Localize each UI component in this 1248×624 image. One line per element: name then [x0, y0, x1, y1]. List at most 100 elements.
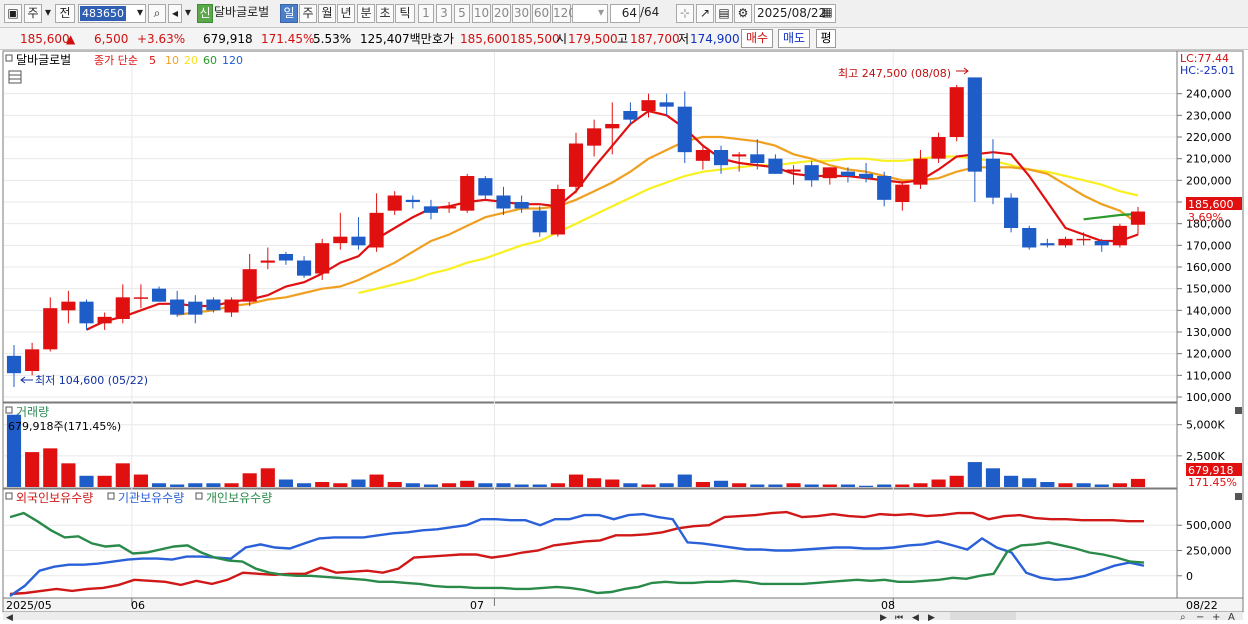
price-tick-label: 110,000 — [1186, 369, 1232, 382]
scroll-right-icon[interactable]: ▶ — [880, 613, 887, 623]
price-tick-label: 170,000 — [1186, 239, 1232, 252]
code-dropdown-icon[interactable]: ▾ — [136, 5, 144, 19]
gear-icon[interactable]: ⚙ — [734, 4, 752, 23]
search-icon[interactable]: ⌕ — [148, 4, 166, 23]
holding-tick-label: 250,000 — [1186, 545, 1232, 558]
ma-label: 종가 단순 — [94, 54, 138, 67]
stock-chart[interactable]: 100,000 110,000 120,000 130,000 140,000 150,0… — [0, 50, 1248, 623]
interval-120[interactable]: 120 — [552, 4, 576, 23]
interval-20[interactable]: 20 — [492, 4, 511, 23]
period-tab-year[interactable]: 년 — [337, 4, 355, 23]
volume-panel-frame — [2, 402, 1178, 489]
collapse-icon[interactable] — [5, 54, 13, 62]
prev-button[interactable]: 전 — [55, 4, 75, 23]
stock-code-input[interactable]: 483650 — [78, 4, 146, 23]
market-dropdown-icon[interactable]: ▾ — [44, 5, 52, 19]
period-tab-tick[interactable]: 틱 — [395, 4, 415, 23]
scroll-track[interactable] — [3, 612, 1243, 620]
volume-bar — [750, 484, 765, 487]
price-tick-label: 140,000 — [1186, 304, 1232, 317]
zoom-slider[interactable] — [950, 612, 1016, 620]
change-amount: 6,500 — [94, 32, 129, 46]
interval-60[interactable]: 60 — [532, 4, 551, 23]
price-axis-ticks: 100,000 110,000 120,000 130,000 140,000 150,0… — [1177, 88, 1232, 404]
volume-bar — [43, 448, 58, 487]
custom-interval-dropdown-icon[interactable]: ▾ — [597, 5, 605, 19]
interval-5[interactable]: 5 — [454, 4, 470, 23]
volume-bar — [97, 475, 112, 487]
eval-button[interactable]: 평 — [816, 29, 836, 48]
custom-interval-input[interactable] — [572, 4, 608, 23]
period-tab-day[interactable]: 일 — [280, 4, 298, 23]
scroll-left-icon[interactable]: ◀ — [6, 613, 13, 623]
price-tick-label: 180,000 — [1186, 218, 1232, 231]
period-tab-week[interactable]: 주 — [299, 4, 317, 23]
market-select[interactable]: 주 — [24, 4, 42, 23]
chart-area[interactable]: 100,000 110,000 120,000 130,000 140,000 150,0… — [0, 50, 1248, 623]
candle-body — [1130, 211, 1146, 225]
candle-body — [79, 301, 94, 324]
volume-value: 679,918 — [203, 32, 253, 46]
ma10-label: 10 — [165, 54, 179, 67]
first-page-icon[interactable]: ⏮ — [895, 613, 903, 623]
month-gridlines — [131, 52, 894, 606]
auto-scale-icon[interactable]: A — [1228, 612, 1235, 623]
zoom-search-icon[interactable]: ⌕ — [1180, 612, 1186, 623]
volume-axis-ticks: 2,500K 5,000K — [1177, 419, 1225, 463]
volume-collapse-icon[interactable] — [5, 406, 13, 414]
data-table-icon[interactable] — [8, 70, 22, 84]
toolbar: ▣ 주 ▾ 전 483650 ▾ ⌕ ◂ ▾ 신 달바글로벌 일 주 월 년 분… — [0, 0, 1248, 28]
volume-ratio: 171.45% — [261, 32, 315, 46]
candle-body — [151, 288, 167, 302]
buy-button[interactable]: 매수 — [741, 29, 773, 48]
calendar-icon[interactable]: ▦ — [821, 5, 833, 19]
period-tab-second[interactable]: 초 — [376, 4, 394, 23]
candle-body — [442, 206, 457, 209]
count-input[interactable]: 64 — [610, 4, 640, 23]
next-page-icon[interactable]: ▶ — [928, 613, 935, 623]
volume-bar — [1112, 483, 1127, 487]
save-icon[interactable]: ▤ — [715, 4, 733, 23]
interval-30[interactable]: 30 — [512, 4, 531, 23]
period-tab-month[interactable]: 월 — [318, 4, 336, 23]
draw-tool-icon[interactable]: ↗ — [696, 4, 714, 23]
x-label-07: 07 — [470, 599, 484, 612]
volume-bar — [768, 484, 783, 487]
candle-body — [206, 299, 221, 311]
holding-panel-close-icon[interactable] — [1235, 493, 1242, 500]
crosshair-icon[interactable]: ⊹ — [676, 4, 694, 23]
candle-body — [61, 301, 76, 311]
interval-1[interactable]: 1 — [418, 4, 434, 23]
price-tick-label: 240,000 — [1186, 88, 1232, 101]
price-tick-label: 220,000 — [1186, 131, 1232, 144]
candle-body — [804, 165, 819, 181]
date-input[interactable]: 2025/08/22 — [754, 4, 836, 23]
price-panel-frame — [2, 50, 1178, 403]
speaker-dropdown-icon[interactable]: ▾ — [184, 5, 192, 19]
candle-body — [750, 154, 765, 163]
x-label-end: 08/22 — [1186, 599, 1218, 612]
zoom-in-icon[interactable]: + — [1212, 612, 1220, 623]
candle-body — [858, 173, 874, 179]
candle-body — [25, 349, 40, 371]
volume-panel-close-icon[interactable] — [1235, 407, 1242, 414]
volume-bar — [25, 452, 40, 487]
institution-holding-line — [9, 512, 1145, 597]
holding-collapse-icon[interactable] — [5, 492, 13, 500]
zoom-out-icon[interactable]: − — [1196, 612, 1204, 623]
period-tab-minute[interactable]: 분 — [357, 4, 375, 23]
interval-10[interactable]: 10 — [472, 4, 491, 23]
prev-page-icon[interactable]: ◀ — [912, 613, 919, 623]
candle-body — [623, 111, 638, 120]
interval-3[interactable]: 3 — [436, 4, 452, 23]
chart-menu-icon[interactable]: ▣ — [4, 4, 22, 23]
ma20-label: 20 — [184, 54, 198, 67]
turnover-rate: 5.53% — [313, 32, 352, 46]
candle-body — [1094, 241, 1109, 246]
high-arrow-icon — [956, 67, 969, 75]
volume-bar — [677, 474, 692, 487]
sell-button[interactable]: 매도 — [778, 29, 810, 48]
volume-bar — [732, 483, 747, 487]
speaker-icon[interactable]: ◂ — [168, 4, 182, 23]
volume-last-tag-text: 679,918 — [1188, 464, 1234, 477]
